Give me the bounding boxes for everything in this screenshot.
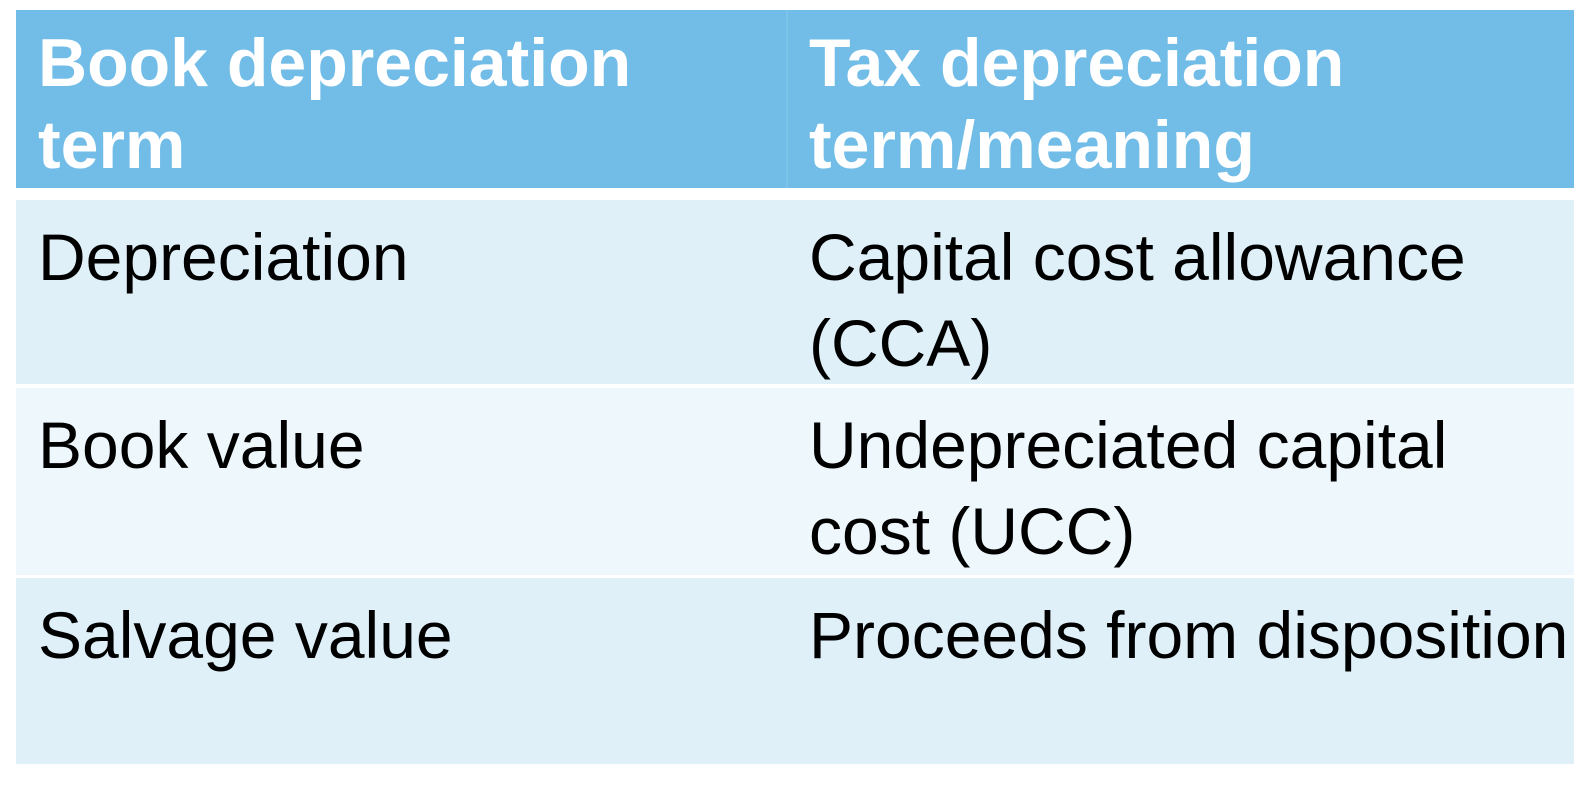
header-cell-book-term: Book depreciation term: [38, 25, 632, 183]
cell-tax-term: Capital cost allowance (CCA): [809, 220, 1466, 380]
table-row: Book value Undepreciated capital cost (U…: [16, 388, 1574, 575]
header-separator: [16, 188, 1574, 200]
table-row: Salvage value Proceeds from disposition: [16, 578, 1574, 764]
depreciation-terms-table: Book depreciation term Tax depreciation …: [16, 10, 1574, 774]
table-header-row: Book depreciation term Tax depreciation …: [16, 10, 1574, 188]
column-divider: [786, 10, 788, 188]
cell-tax-term: Undepreciated capital cost (UCC): [809, 408, 1448, 568]
cell-book-term: Book value: [38, 408, 365, 482]
cell-book-term: Salvage value: [38, 598, 453, 672]
table-row: Depreciation Capital cost allowance (CCA…: [16, 200, 1574, 384]
cell-tax-term: Proceeds from disposition: [809, 598, 1569, 672]
cell-book-term: Depreciation: [38, 220, 409, 294]
header-cell-tax-term: Tax depreciation term/meaning: [809, 25, 1345, 183]
